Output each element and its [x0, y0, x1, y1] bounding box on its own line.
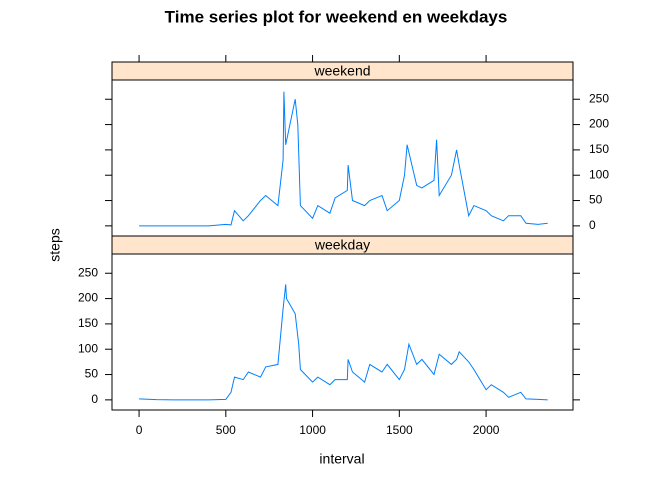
- y-tick-label: 150: [78, 316, 98, 330]
- y-tick-label: 0: [589, 218, 596, 232]
- y-tick-label: 200: [78, 291, 98, 305]
- y-tick-label: 250: [589, 91, 609, 105]
- data-line: [139, 91, 548, 227]
- y-tick-label: 50: [85, 367, 99, 381]
- x-tick-label: 500: [216, 423, 236, 437]
- y-tick-label: 200: [589, 117, 609, 131]
- panel-frame: [111, 253, 574, 411]
- x-tick-label: 0: [136, 423, 143, 437]
- strip-label: weekend: [313, 63, 370, 79]
- y-tick-label: 250: [78, 265, 98, 279]
- chart-title: Time series plot for weekend en weekdays: [165, 7, 508, 26]
- x-tick-label: 2000: [473, 423, 500, 437]
- strip-label: weekday: [314, 237, 370, 253]
- x-tick-label: 1500: [386, 423, 413, 437]
- y-axis-label: steps: [47, 228, 63, 261]
- y-tick-label: 150: [589, 142, 609, 156]
- y-tick-label: 0: [91, 392, 98, 406]
- y-tick-label: 50: [589, 193, 603, 207]
- y-tick-label: 100: [78, 341, 98, 355]
- x-axis-label: interval: [319, 451, 364, 467]
- x-tick-label: 1000: [299, 423, 326, 437]
- panel-frame: [111, 79, 574, 237]
- y-tick-label: 100: [589, 167, 609, 181]
- data-line: [139, 284, 548, 401]
